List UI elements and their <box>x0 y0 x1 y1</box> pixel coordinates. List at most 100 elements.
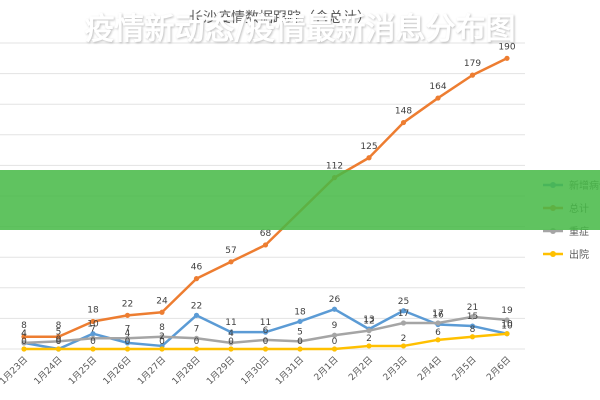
data-label: 7 <box>194 324 200 334</box>
data-point <box>400 343 407 349</box>
data-label: 0 <box>263 337 269 347</box>
data-point <box>159 334 165 340</box>
chart-title: 长沙疫情数据跟踪（含总计） <box>189 10 371 26</box>
data-point <box>90 331 96 337</box>
data-label: 46 <box>191 263 203 273</box>
data-label: 0 <box>125 337 131 347</box>
data-label: 13 <box>363 315 374 325</box>
data-label: 2 <box>401 334 407 344</box>
data-point <box>400 320 407 326</box>
data-point <box>262 329 269 335</box>
data-label: 0 <box>297 337 303 347</box>
data-point <box>193 346 200 352</box>
x-tick-label: 1月30日 <box>239 354 272 387</box>
data-point <box>262 346 269 352</box>
x-axis: 1月23日 1月24日 1月25日 1月26日 1月27日 1月28日 1月29日 1月30日… <box>0 354 513 387</box>
data-point <box>331 346 338 352</box>
x-tick-label: 1月25日 <box>66 354 99 387</box>
data-point <box>159 346 165 352</box>
x-tick-label: 1月26日 <box>101 354 134 387</box>
data-point <box>193 276 200 282</box>
data-point <box>469 314 476 320</box>
data-point <box>504 55 510 61</box>
data-label: 0 <box>159 337 165 347</box>
series-layer <box>21 55 510 352</box>
data-point <box>435 95 441 101</box>
data-label: 148 <box>395 107 412 117</box>
data-point <box>469 334 476 340</box>
data-point <box>504 331 510 337</box>
data-point <box>297 338 303 344</box>
data-label: 5 <box>56 327 62 337</box>
data-point <box>55 346 62 352</box>
data-point <box>469 323 476 329</box>
x-tick-label: 1月23日 <box>0 354 30 387</box>
data-label: 4 <box>21 329 27 339</box>
data-label: 125 <box>360 142 377 152</box>
data-point <box>55 338 62 344</box>
data-label: 11 <box>260 318 271 328</box>
data-point <box>331 332 338 338</box>
data-point <box>21 334 27 340</box>
data-point <box>366 328 372 334</box>
data-point <box>435 337 441 343</box>
data-label: 25 <box>398 297 409 307</box>
data-label: 0 <box>90 337 96 347</box>
data-label: 10 <box>501 322 513 332</box>
data-label: 2 <box>159 332 165 342</box>
data-label: 6 <box>435 328 441 338</box>
data-label: 7 <box>125 324 131 334</box>
data-point <box>297 318 303 325</box>
data-label: 0 <box>194 337 200 347</box>
legend-label: 出院 <box>569 248 589 261</box>
data-label: 57 <box>225 246 236 256</box>
data-point <box>228 346 234 352</box>
data-label: 164 <box>429 82 446 92</box>
data-point <box>193 312 200 318</box>
data-label: 190 <box>498 42 515 52</box>
legend-marker <box>550 251 556 257</box>
data-point <box>228 329 234 335</box>
data-label: 16 <box>432 311 444 321</box>
data-point <box>469 72 476 78</box>
data-point <box>124 340 131 346</box>
x-tick-label: 1月28日 <box>170 354 203 387</box>
data-label: 24 <box>156 296 168 306</box>
data-label: 7 <box>90 324 96 334</box>
data-label: 2 <box>366 334 372 344</box>
data-point <box>262 337 269 343</box>
data-point <box>504 317 510 323</box>
data-label: 10 <box>87 320 99 330</box>
headline-banner <box>0 170 600 230</box>
data-point <box>435 320 441 326</box>
data-point <box>228 259 234 265</box>
x-tick-label: 2月1日 <box>312 354 341 383</box>
x-tick-label: 2月3日 <box>381 354 410 383</box>
data-point <box>366 155 372 161</box>
data-point <box>366 343 372 349</box>
data-label: 4 <box>228 329 234 339</box>
data-label: 12 <box>363 317 374 327</box>
data-label: 17 <box>398 309 409 319</box>
data-point <box>297 346 303 352</box>
data-label: 26 <box>329 295 341 305</box>
data-label: 10 <box>501 320 513 330</box>
data-point <box>124 312 131 318</box>
data-label: 17 <box>432 309 443 319</box>
data-label: 22 <box>122 299 133 309</box>
data-point <box>193 335 200 341</box>
data-label: 22 <box>191 301 202 311</box>
data-label: 8 <box>21 321 27 331</box>
x-tick-label: 1月24日 <box>32 354 65 387</box>
x-tick-label: 2月6日 <box>485 354 514 383</box>
data-point <box>262 242 269 248</box>
data-point <box>90 318 96 325</box>
data-point <box>331 306 338 312</box>
data-point <box>228 340 234 346</box>
data-label: 19 <box>501 306 513 316</box>
data-label: 0 <box>332 337 338 347</box>
data-label: 8 <box>470 325 476 335</box>
data-point <box>90 346 96 352</box>
